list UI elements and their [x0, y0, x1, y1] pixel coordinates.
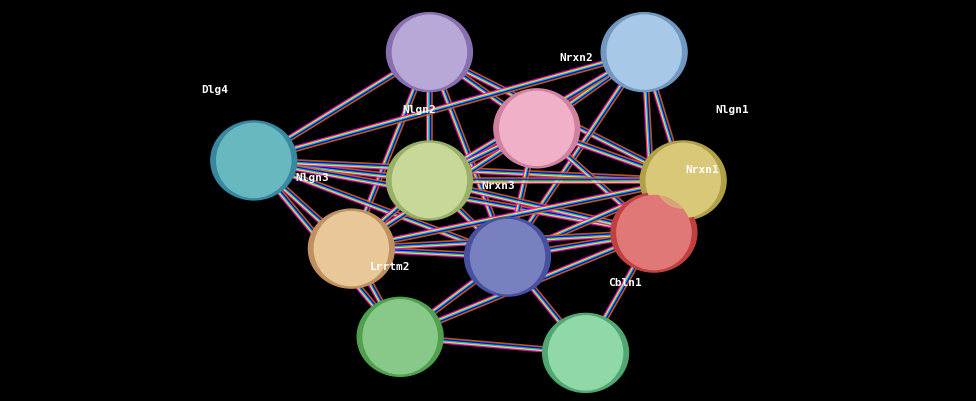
Ellipse shape [392, 15, 467, 89]
Ellipse shape [646, 144, 720, 217]
Ellipse shape [558, 325, 614, 381]
Ellipse shape [363, 300, 437, 374]
Text: Nrxn3: Nrxn3 [481, 182, 514, 192]
Ellipse shape [617, 196, 691, 269]
Ellipse shape [402, 24, 457, 80]
Ellipse shape [402, 153, 457, 208]
Text: Lrrtm2: Lrrtm2 [370, 262, 411, 272]
Ellipse shape [607, 15, 681, 89]
Text: Nlgn2: Nlgn2 [403, 105, 436, 115]
Ellipse shape [611, 193, 697, 272]
Text: Nrxn1: Nrxn1 [686, 166, 719, 176]
Ellipse shape [494, 89, 580, 168]
Ellipse shape [386, 13, 472, 91]
Ellipse shape [217, 124, 291, 197]
Ellipse shape [357, 298, 443, 376]
Ellipse shape [543, 314, 629, 392]
Ellipse shape [509, 101, 565, 156]
Ellipse shape [226, 133, 282, 188]
Ellipse shape [656, 153, 711, 208]
Ellipse shape [314, 212, 388, 286]
Ellipse shape [386, 141, 472, 220]
Text: Cbln1: Cbln1 [608, 278, 641, 288]
Ellipse shape [373, 309, 427, 365]
Text: Nlgn1: Nlgn1 [715, 105, 749, 115]
Ellipse shape [640, 141, 726, 220]
Ellipse shape [601, 13, 687, 91]
Ellipse shape [308, 209, 394, 288]
Ellipse shape [480, 229, 535, 284]
Text: Nlgn3: Nlgn3 [296, 174, 329, 184]
Ellipse shape [627, 205, 682, 260]
Ellipse shape [617, 24, 672, 80]
Ellipse shape [211, 121, 297, 200]
Ellipse shape [500, 91, 574, 165]
Ellipse shape [470, 220, 545, 294]
Ellipse shape [392, 144, 467, 217]
Ellipse shape [549, 316, 623, 390]
Text: Nrxn2: Nrxn2 [559, 53, 592, 63]
Ellipse shape [324, 221, 379, 276]
Text: Dlg4: Dlg4 [201, 85, 228, 95]
Ellipse shape [465, 217, 550, 296]
